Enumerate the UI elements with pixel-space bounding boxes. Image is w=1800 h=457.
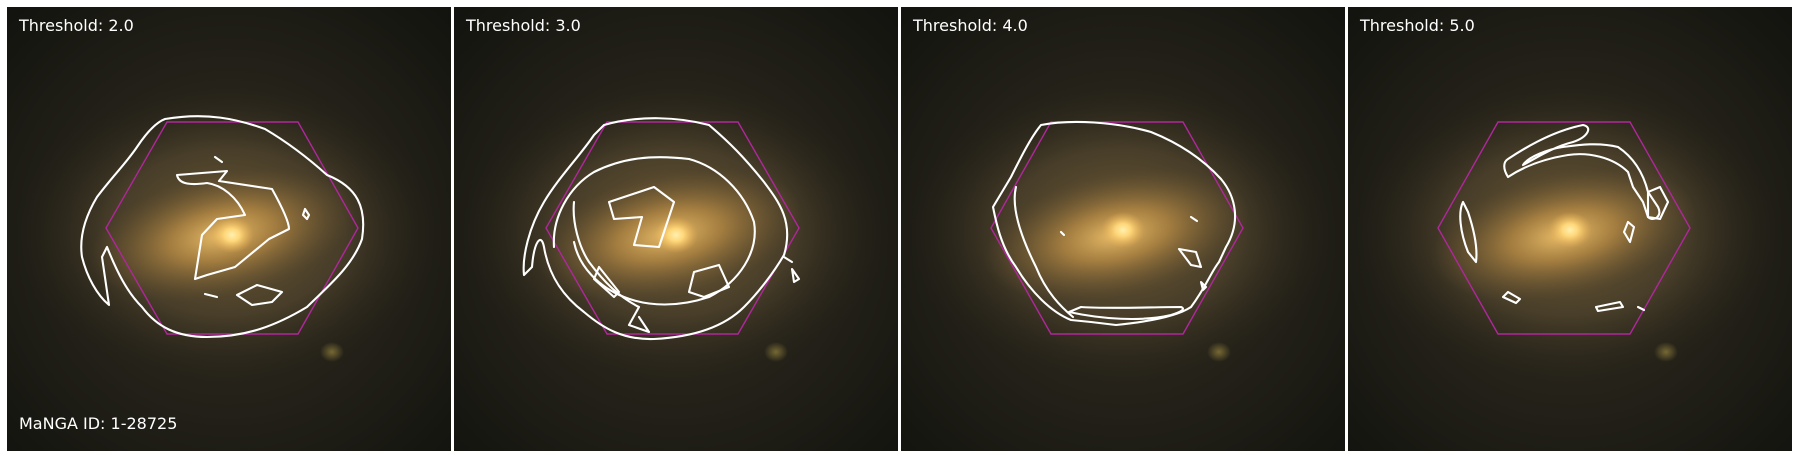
- threshold-label: Threshold: 4.0: [913, 16, 1028, 35]
- manga-id-label: MaNGA ID: 1-28725: [19, 414, 178, 433]
- ifu-hexagon: [990, 121, 1244, 335]
- contour-lines: [991, 120, 1237, 327]
- galaxy-image: [901, 7, 1345, 451]
- panel-threshold-5: Threshold: 5.0: [1348, 7, 1792, 451]
- contour-lines: [80, 115, 365, 339]
- ifu-hexagon: [105, 121, 359, 335]
- threshold-label: Threshold: 2.0: [19, 16, 134, 35]
- panel-threshold-3: Threshold: 3.0: [454, 7, 898, 451]
- galaxy-image: [454, 7, 898, 451]
- galaxy-image: [7, 7, 451, 451]
- threshold-label: Threshold: 5.0: [1360, 16, 1475, 35]
- contour-lines: [522, 117, 801, 341]
- panel-threshold-2: Threshold: 2.0 MaNGA ID: 1-28725: [7, 7, 451, 451]
- ifu-hexagon: [545, 121, 800, 335]
- ifu-hexagon: [1437, 121, 1691, 335]
- contour-lines: [1459, 123, 1670, 313]
- galaxy-image: [1348, 7, 1792, 451]
- threshold-label: Threshold: 3.0: [466, 16, 581, 35]
- panel-threshold-4: Threshold: 4.0: [901, 7, 1345, 451]
